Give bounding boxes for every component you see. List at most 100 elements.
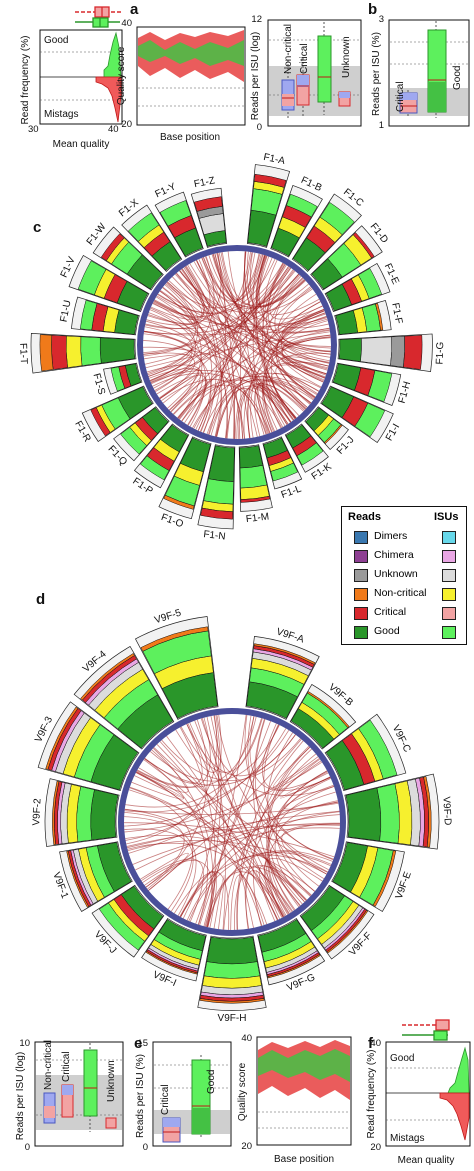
sector-f1-s: F1-S [90, 362, 143, 396]
sector-band [239, 465, 268, 489]
sector-label: F1-T [17, 343, 29, 365]
chord-link [166, 735, 279, 920]
chord-link [280, 309, 327, 375]
chord-link [263, 274, 301, 427]
chord-link [195, 255, 266, 430]
chord-link [127, 840, 327, 875]
legend-swatch-isus [442, 607, 456, 620]
good-hist-label-bottom: Good [390, 1053, 414, 1064]
sector-f1-l: F1-L [262, 436, 303, 501]
quality-histogram-top: Good Mistags 30 40 Mean quality Read fre… [20, 6, 123, 150]
chord-link [159, 374, 202, 411]
sector-band [307, 691, 350, 728]
chord-link [243, 336, 331, 439]
sector-band [100, 233, 125, 261]
box-whisker-top [75, 6, 122, 28]
chord-link [266, 786, 335, 916]
quality-score-top: a 40 20 Base position Quality score [116, 1, 246, 143]
sector-band [357, 267, 382, 299]
sector-band [65, 335, 83, 368]
sector-band [200, 507, 234, 520]
sector-band [375, 303, 384, 331]
chord-link [180, 871, 217, 928]
sector-band [203, 478, 234, 505]
chord-link [175, 714, 222, 773]
sector-band [296, 442, 324, 466]
chord-link [132, 822, 340, 865]
sector-band [193, 196, 223, 212]
chord-link [199, 720, 271, 926]
chord-link [131, 767, 184, 800]
chord-link [206, 716, 226, 930]
bq-tick-20: 20 [241, 1141, 252, 1152]
sector-band [203, 961, 261, 979]
sector-band [253, 173, 287, 188]
sector-f1-a: F1-A [246, 152, 291, 248]
sector-f1-p: F1-P [130, 423, 190, 497]
chord-link [156, 375, 207, 426]
sector-band [80, 299, 98, 331]
chord-link [200, 718, 335, 796]
chord-link [240, 251, 247, 439]
chord-link [262, 259, 311, 404]
cat-noncritical-bottom: Non-critical [43, 1040, 54, 1090]
legend-row-dimers: Dimers [342, 529, 466, 546]
legend-label: Unknown [374, 568, 418, 580]
bp-tick-15: 15 [137, 1038, 148, 1049]
chord-links [123, 714, 340, 930]
chord-link [176, 272, 331, 349]
reads-log-label: Reads per ISU (log) [250, 32, 261, 120]
sector-band [403, 335, 423, 370]
sector-v9f-h: V9F-H [197, 935, 267, 1024]
chord-link [149, 724, 280, 782]
chord-link [252, 253, 296, 419]
legend-label: Critical [374, 606, 407, 618]
chord-link [250, 315, 327, 438]
chord-link [213, 875, 225, 930]
sector-band [423, 776, 432, 848]
chord-link [249, 252, 325, 381]
sector-v9f-i: V9F-I [141, 918, 207, 989]
legend-label: Good [374, 625, 400, 637]
chord-link [144, 326, 297, 419]
bottom-mean-quality-label: Mean quality [398, 1155, 455, 1166]
chord-link [275, 305, 323, 405]
reads-per-isu-log-top: 12 0 Non-critical Critical Unknown Reads… [250, 14, 362, 133]
rl-tick-12: 12 [251, 14, 262, 25]
sector-band [90, 789, 119, 841]
chord-link [150, 370, 291, 423]
sector-f1-g: F1-G [337, 333, 446, 373]
tick-30: 30 [28, 124, 39, 135]
legend: Reads ISUs Dimers Chimera Unknown Non-cr… [341, 506, 467, 645]
chord-link [145, 258, 211, 330]
sector-label: F1-U [59, 299, 74, 323]
chord-link [203, 256, 288, 425]
sector-band [66, 850, 89, 908]
chord-link [192, 372, 321, 429]
chord-link [161, 738, 301, 782]
chord-link [282, 356, 329, 370]
sector-f1-o: F1-O [158, 436, 212, 530]
sector-label: V9F-H [218, 1013, 247, 1024]
sector-band [90, 407, 111, 437]
chord-link [281, 334, 331, 379]
chord-link [179, 727, 216, 928]
sector-band [239, 445, 263, 469]
chord-link [194, 720, 301, 906]
chord-link [245, 777, 331, 929]
chord-link [136, 771, 263, 926]
chord-link [174, 273, 318, 394]
chord-link [272, 746, 320, 789]
panel-label-c: c [33, 219, 41, 236]
chord-link [164, 284, 213, 431]
quality-score-bottom: 40 20 Base position Quality score [237, 1033, 352, 1165]
sector-band [390, 335, 406, 368]
sector-v9f-e: V9F-E [331, 841, 414, 912]
chord-link [263, 352, 331, 432]
sector-v9f-5: V9F-5 [134, 607, 219, 720]
chord-link [143, 346, 308, 408]
cat-critical-top: Critical [299, 43, 310, 74]
legend-row-critical: Critical [342, 605, 466, 622]
sector-v9f-3: V9F-3 [33, 701, 140, 791]
panel-label-b: b [368, 1, 377, 18]
